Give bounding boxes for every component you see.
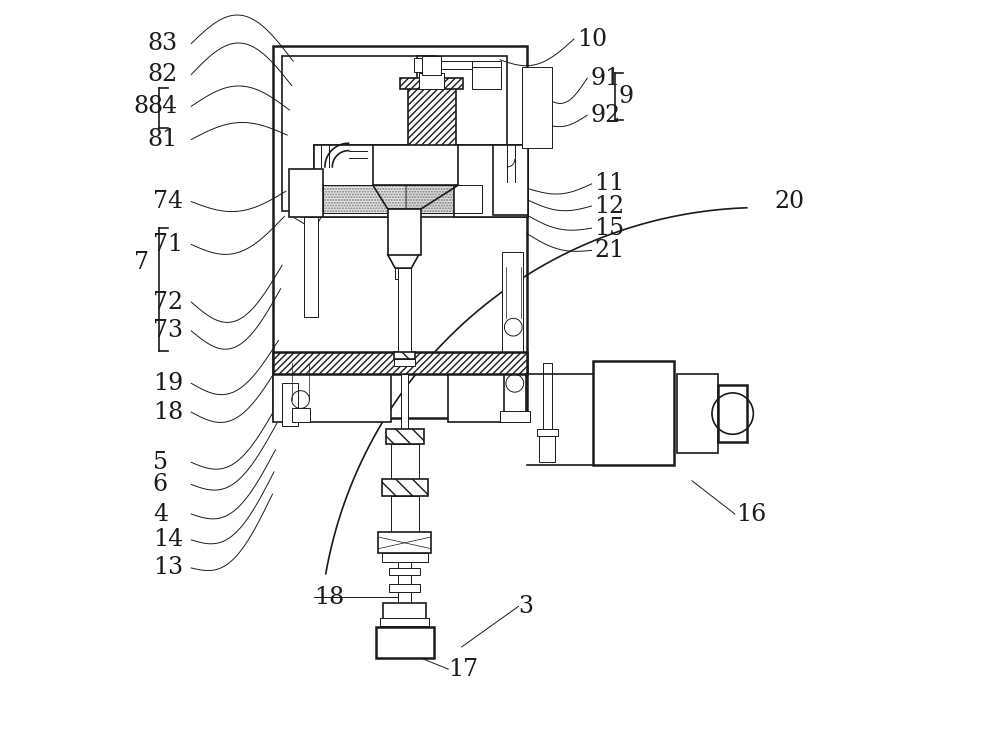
Text: 16: 16	[736, 502, 767, 525]
Bar	[422, 56, 441, 75]
Bar	[382, 554, 428, 562]
Bar	[522, 67, 552, 149]
Bar	[454, 145, 528, 217]
Bar	[504, 374, 526, 422]
Text: 10: 10	[577, 27, 607, 50]
Bar	[382, 480, 428, 496]
Bar	[400, 78, 463, 90]
Bar	[282, 383, 298, 426]
Bar	[414, 58, 428, 72]
Text: 11: 11	[595, 172, 625, 195]
Text: 17: 17	[448, 658, 478, 681]
Bar	[537, 429, 558, 437]
Text: 81: 81	[147, 128, 177, 151]
Text: 91: 91	[590, 67, 620, 90]
Bar	[289, 169, 323, 217]
Bar	[448, 374, 527, 422]
Bar	[391, 496, 419, 533]
Bar	[388, 209, 421, 255]
Text: 5: 5	[153, 451, 168, 474]
Bar	[304, 217, 318, 317]
Text: 13: 13	[153, 556, 183, 579]
Text: 9: 9	[618, 85, 633, 108]
Text: 83: 83	[147, 32, 177, 55]
Bar	[273, 352, 527, 374]
Bar	[378, 533, 431, 554]
Bar	[401, 374, 408, 429]
Bar	[677, 374, 718, 454]
Text: 4: 4	[153, 502, 168, 525]
Bar	[718, 385, 747, 443]
Text: 18: 18	[153, 400, 183, 423]
Bar	[593, 361, 674, 465]
Bar	[314, 145, 406, 217]
Bar	[398, 562, 411, 602]
Bar	[394, 352, 415, 359]
Bar	[502, 252, 523, 355]
Bar	[419, 73, 444, 90]
Bar	[314, 145, 528, 217]
Text: 7: 7	[134, 252, 149, 275]
Bar	[395, 268, 411, 279]
Text: 20: 20	[775, 190, 805, 213]
Bar	[389, 584, 420, 591]
Text: 72: 72	[153, 291, 183, 314]
Bar	[408, 88, 456, 149]
Text: 19: 19	[153, 371, 183, 395]
Bar	[282, 56, 507, 211]
Text: 12: 12	[595, 195, 625, 218]
Text: 14: 14	[153, 528, 183, 551]
Bar	[493, 145, 528, 215]
Bar	[273, 47, 527, 418]
Bar	[389, 568, 420, 575]
Bar	[543, 363, 552, 437]
Bar	[323, 185, 482, 213]
Text: 71: 71	[153, 233, 183, 256]
Text: 18: 18	[314, 586, 344, 609]
Bar	[383, 602, 426, 658]
Bar	[500, 411, 530, 422]
Bar	[380, 618, 429, 625]
Bar	[292, 408, 310, 422]
Bar	[323, 185, 482, 213]
Bar	[539, 437, 555, 462]
Bar	[376, 627, 434, 658]
Bar	[273, 374, 391, 422]
Bar	[394, 359, 415, 366]
Bar	[386, 429, 424, 444]
Text: 21: 21	[595, 239, 625, 262]
Bar	[373, 145, 458, 185]
Bar	[417, 56, 436, 97]
Text: 84: 84	[147, 95, 177, 118]
Text: 73: 73	[153, 320, 183, 343]
Text: 8: 8	[134, 95, 149, 118]
Bar	[398, 268, 411, 353]
Text: 15: 15	[595, 217, 625, 240]
Bar	[391, 444, 419, 480]
Text: 82: 82	[147, 63, 177, 86]
Text: 6: 6	[153, 473, 168, 496]
Bar	[472, 61, 501, 90]
Text: 74: 74	[153, 190, 183, 213]
Text: 3: 3	[518, 595, 533, 618]
Text: 92: 92	[590, 104, 620, 127]
